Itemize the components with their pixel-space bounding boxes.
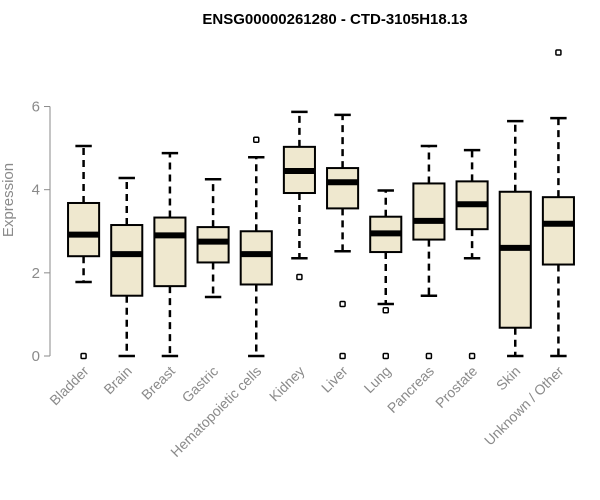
iqr-box [110, 224, 144, 297]
outlier-point [80, 352, 87, 360]
y-axis: 0 2 4 6 [32, 99, 51, 365]
box-brain [110, 176, 144, 358]
outlier-point [468, 352, 476, 360]
outlier-point [382, 352, 389, 360]
box-bladder [67, 144, 101, 360]
x-tick-label: Liver [318, 363, 351, 396]
iqr-box [498, 190, 532, 329]
x-tick-label: Pancreas [384, 363, 437, 416]
box-pancreas [412, 144, 446, 360]
y-axis-label: Expression [0, 163, 17, 237]
box-lung [369, 189, 403, 360]
x-tick-label: Skin [493, 363, 524, 394]
y-tick-label: 2 [32, 265, 40, 282]
y-tick-label: 0 [32, 348, 40, 365]
outlier-point [339, 300, 346, 308]
chart-title: ENSG00000261280 - CTD-3105H18.13 [202, 11, 467, 28]
outlier-point [253, 136, 260, 144]
x-tick-label: Kidney [266, 363, 308, 405]
box-unknown-other [541, 49, 575, 358]
box-prostate [455, 148, 489, 360]
iqr-box [239, 230, 273, 286]
x-tick-label: Bladder [46, 363, 92, 409]
iqr-box [541, 196, 575, 266]
y-tick-label: 4 [32, 182, 40, 199]
box-liver [326, 113, 360, 360]
box-gastric [196, 178, 230, 299]
x-tick-label: Gastric [179, 363, 222, 406]
iqr-box [67, 201, 101, 258]
box-breast [153, 151, 187, 358]
iqr-box [326, 167, 360, 210]
box-hematopoietic-cells [239, 136, 273, 358]
box-group [67, 49, 575, 360]
iqr-box [412, 182, 446, 241]
x-tick-label: Lung [361, 363, 394, 396]
x-tick-label: Brain [100, 363, 134, 397]
outlier-point [296, 273, 303, 281]
x-tick-label: Breast [138, 363, 178, 403]
outlier-point [382, 307, 389, 314]
outlier-point [425, 352, 433, 360]
iqr-box [196, 226, 230, 264]
outlier-point [339, 352, 346, 360]
box-kidney [282, 110, 316, 281]
x-tick-label: Unknown / Other [481, 363, 567, 449]
outlier-point [555, 49, 562, 56]
y-tick-label: 6 [32, 99, 40, 116]
x-tick-label: Prostate [432, 363, 480, 411]
box-skin [498, 119, 532, 358]
iqr-box [153, 216, 187, 288]
